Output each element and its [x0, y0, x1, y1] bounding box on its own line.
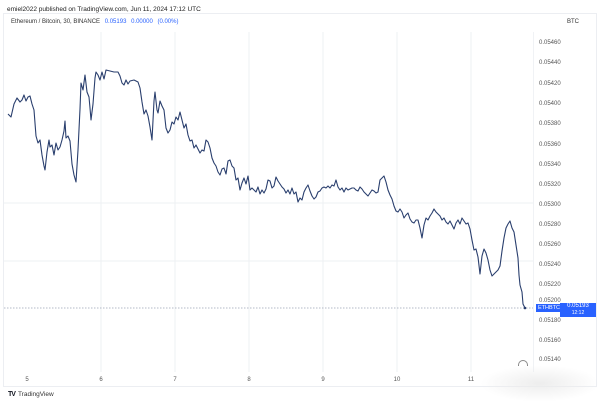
price-line	[7, 69, 526, 309]
symbol-legend[interactable]: Ethereum / Bitcoin, 30, BINANCE 0.05193 …	[11, 19, 178, 25]
x-tick-label: 11	[467, 377, 475, 383]
watermark-blur	[480, 365, 600, 402]
y-tick-label: 0.05420	[539, 81, 561, 87]
x-tick-label: 8	[247, 377, 251, 383]
price-axis-separator	[533, 32, 534, 372]
last-price-value: 0.05193	[567, 303, 589, 309]
y-tick-label: 0.05340	[539, 162, 561, 168]
symbol-title: Ethereum / Bitcoin, 30, BINANCE	[11, 19, 101, 25]
y-tick-label: 0.05320	[539, 182, 561, 188]
y-tick-label: 0.05160	[539, 338, 561, 344]
price-change-pct: (0.00%)	[157, 19, 179, 25]
y-tick-label: 0.05260	[539, 242, 561, 248]
y-tick-label: 0.05220	[539, 282, 561, 288]
symbol-price-tag: ETHBTC	[536, 304, 562, 312]
chart-frame	[3, 13, 597, 387]
x-tick-label: 7	[173, 377, 177, 383]
x-tick-label: 9	[321, 377, 325, 383]
y-tick-label: 0.05460	[539, 40, 561, 46]
y-tick-label: 0.05140	[539, 357, 561, 363]
price-change: 0.00000	[131, 19, 153, 25]
last-point-marker	[523, 306, 527, 310]
x-tick-label: 5	[25, 377, 29, 383]
y-tick-label: 0.05400	[539, 101, 561, 107]
last-price: 0.05193	[104, 19, 127, 25]
y-tick-label: 0.05440	[539, 60, 561, 66]
publisher-line: emiel2022 published on TradingView.com, …	[7, 6, 201, 13]
auto-scale-icon[interactable]	[518, 360, 528, 366]
tradingview-logo[interactable]: TV TradingView	[8, 391, 54, 398]
y-tick-label: 0.05200	[539, 298, 561, 304]
y-tick-label: 0.05180	[539, 318, 561, 324]
y-tick-label: 0.05240	[539, 262, 561, 268]
gridlines	[4, 32, 533, 372]
x-tick-label: 10	[393, 377, 401, 383]
logo-text: TradingView	[17, 391, 54, 398]
y-tick-label: 0.05360	[539, 142, 561, 148]
tv-logo-icon: TV	[8, 391, 16, 398]
currency-label: BTC	[567, 19, 579, 25]
y-tick-label: 0.05380	[539, 121, 561, 127]
last-price-tag: 0.05193 12:12	[560, 303, 596, 317]
bar-countdown: 12:12	[571, 310, 585, 316]
x-tick-label: 6	[99, 377, 103, 383]
y-tick-label: 0.05280	[539, 222, 561, 228]
y-tick-label: 0.05300	[539, 202, 561, 208]
